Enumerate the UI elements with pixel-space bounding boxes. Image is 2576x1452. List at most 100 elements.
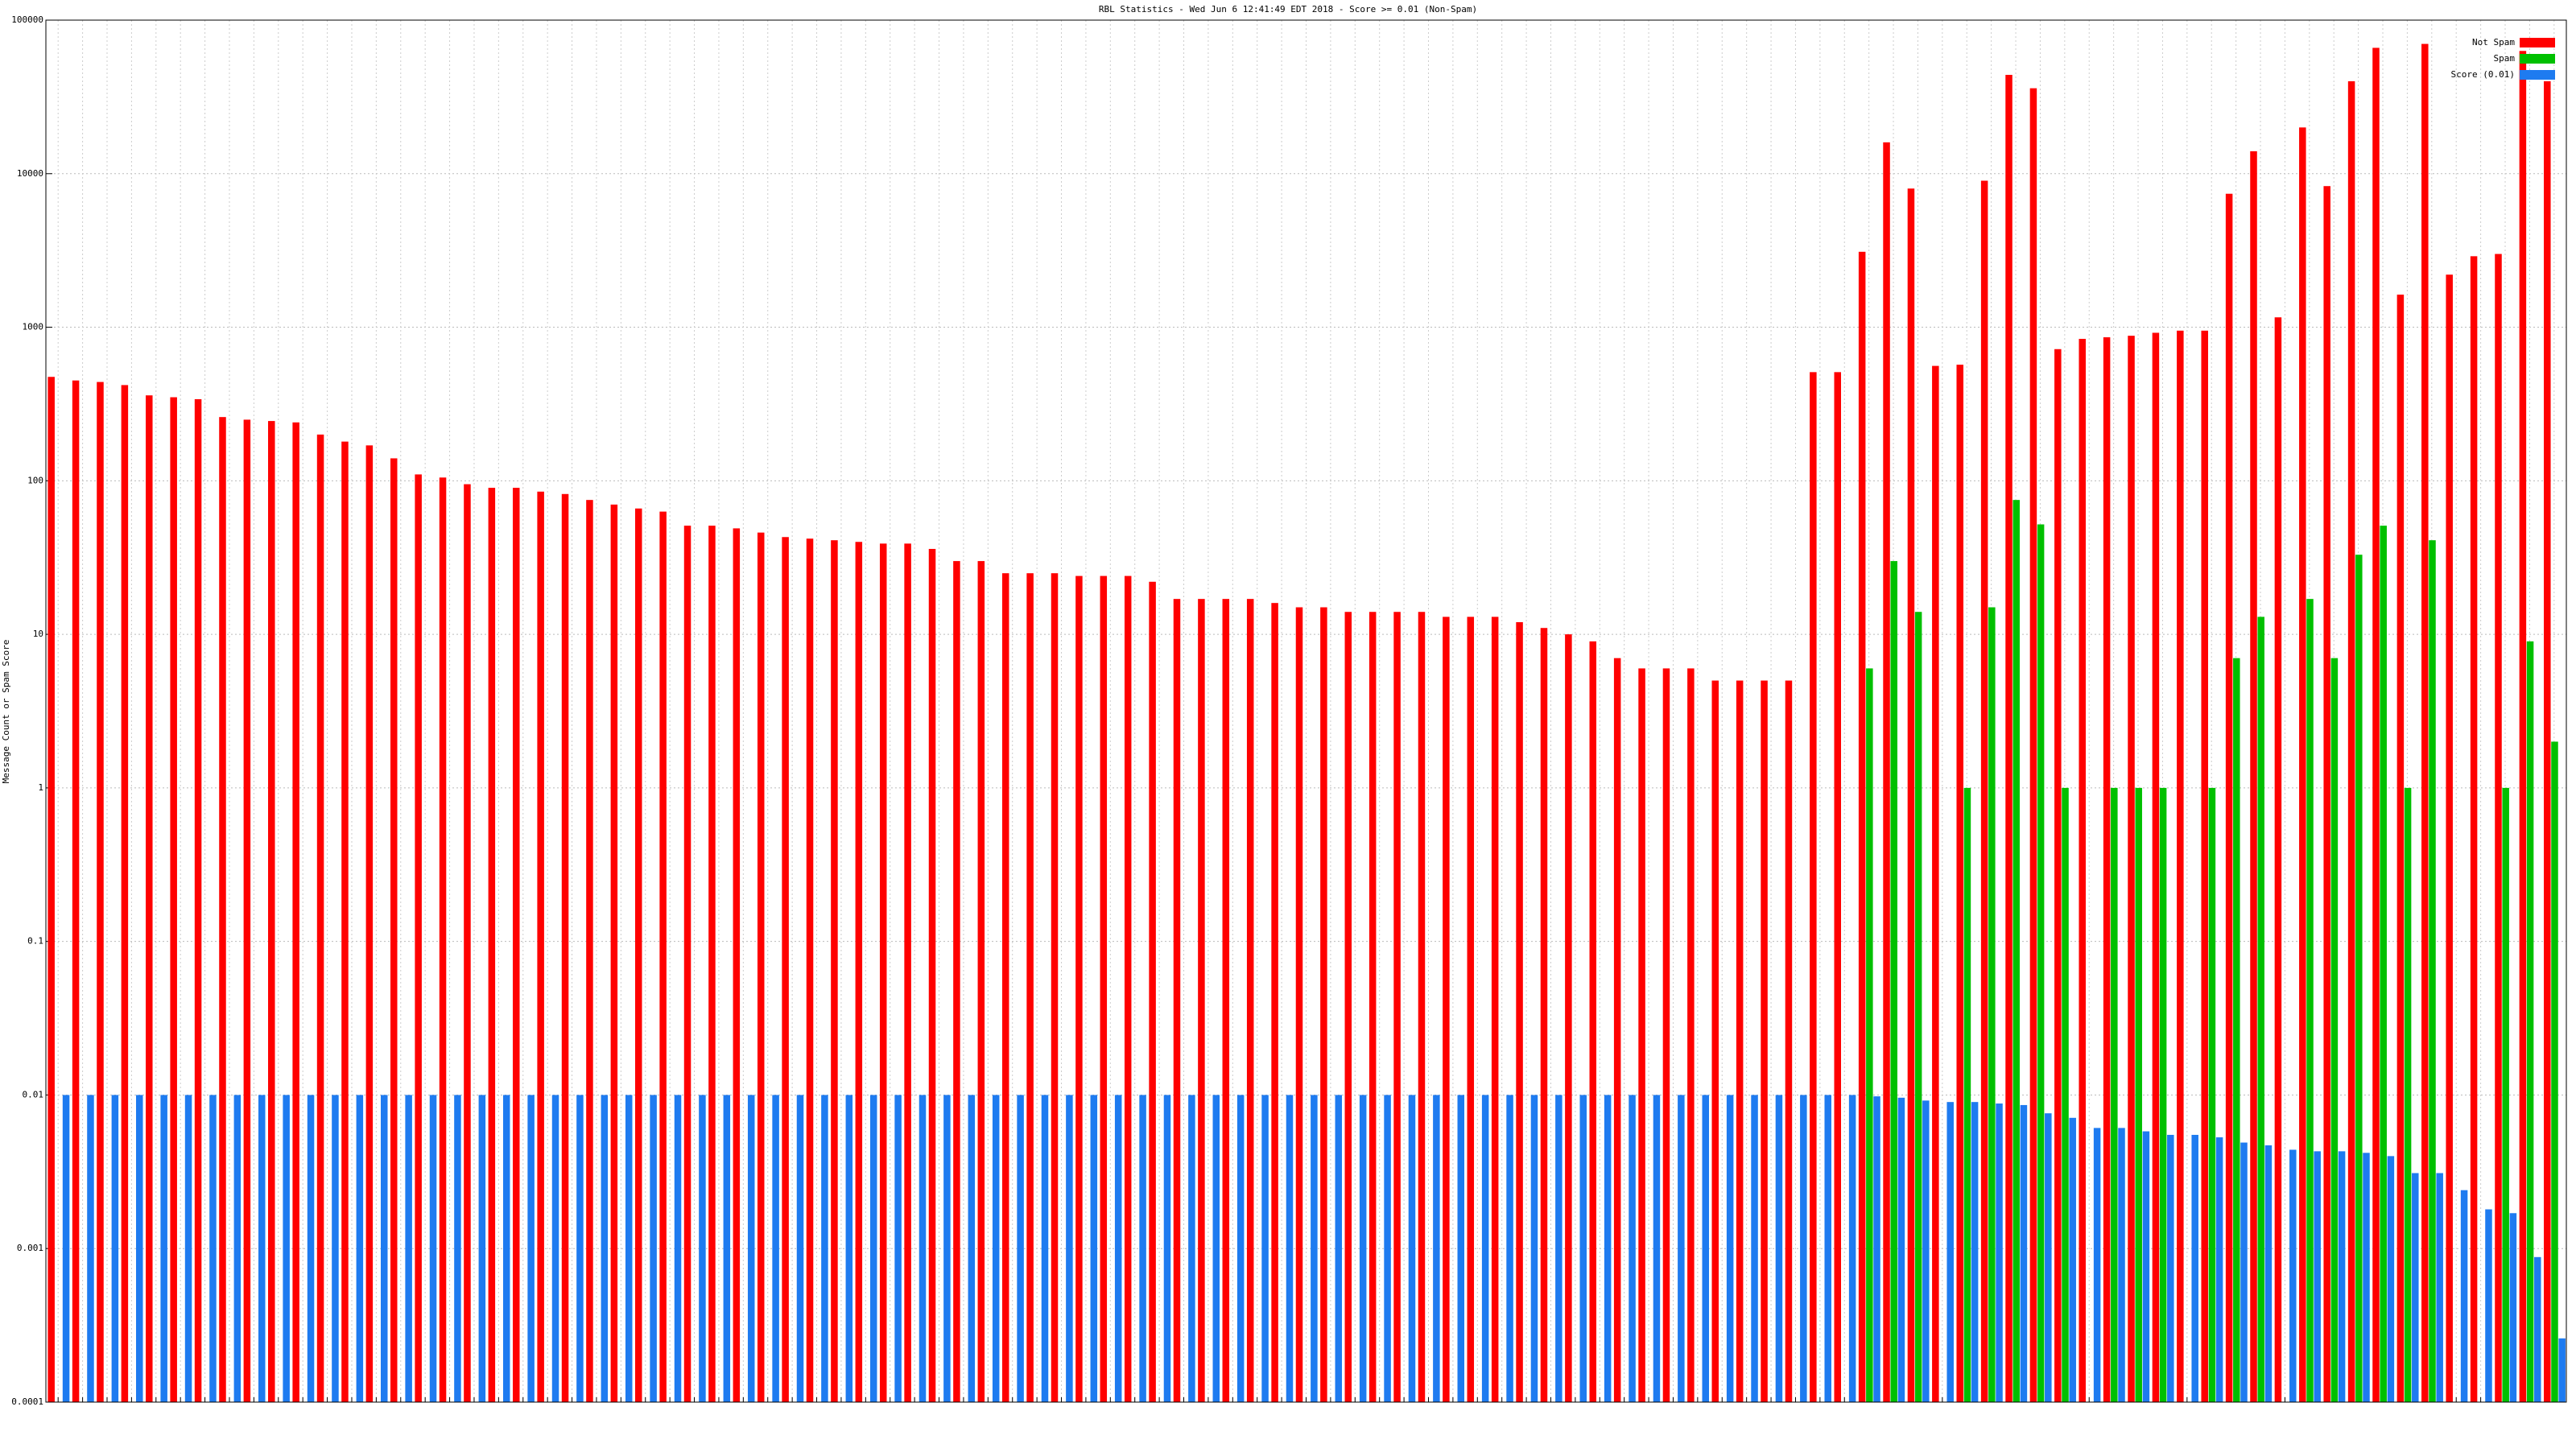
bar (1026, 573, 1034, 1402)
bar (146, 395, 153, 1403)
bar (869, 1095, 877, 1402)
bar (233, 1095, 242, 1402)
bar (160, 1095, 167, 1402)
bar (1506, 1095, 1513, 1402)
bar (806, 538, 814, 1402)
bar (1124, 575, 1132, 1403)
bar (2159, 787, 2167, 1402)
bar (1824, 1095, 1831, 1402)
bar (928, 548, 936, 1402)
bar (2460, 1190, 2468, 1402)
bar (1555, 1095, 1563, 1402)
plot-frame (45, 19, 2567, 1403)
bar (390, 458, 398, 1402)
bar (2093, 1128, 2101, 1402)
bar (723, 1095, 731, 1402)
bar (845, 1095, 853, 1402)
bar (415, 474, 422, 1402)
bar (1467, 617, 1475, 1402)
bar (977, 561, 985, 1403)
bar (2544, 80, 2551, 1403)
bar (2177, 330, 2184, 1402)
bar (1433, 1095, 1440, 1402)
bar (2387, 1156, 2395, 1402)
bar (439, 477, 447, 1402)
bar (1100, 575, 1108, 1403)
y-tick-label: 0.1 (27, 936, 43, 947)
bar (537, 491, 544, 1403)
bar (1726, 1095, 1734, 1402)
bar (1785, 680, 1793, 1402)
bar (2118, 1128, 2125, 1402)
bar (1051, 573, 1059, 1402)
bar (561, 493, 569, 1402)
bar (111, 1095, 119, 1402)
bar (209, 1095, 217, 1402)
bar (1897, 1097, 1905, 1402)
bar (97, 382, 104, 1402)
bar (1980, 180, 1988, 1402)
bar (1481, 1095, 1489, 1402)
bar (1800, 1095, 1807, 1402)
bar (2225, 193, 2233, 1402)
chart-title: RBL Statistics - Wed Jun 6 12:41:49 EDT … (1099, 4, 1477, 14)
bar (2103, 337, 2111, 1403)
y-tick-label: 1000 (23, 322, 44, 332)
bar (2069, 1117, 2076, 1402)
bar (855, 542, 863, 1402)
bar (1579, 1095, 1587, 1402)
bar (454, 1095, 461, 1402)
legend-swatch (2520, 70, 2555, 80)
bar (733, 528, 741, 1402)
bar (2233, 658, 2240, 1402)
bar (1393, 612, 1401, 1402)
bar (2142, 1131, 2150, 1402)
bar (576, 1095, 584, 1402)
bar (757, 532, 765, 1402)
bar (341, 441, 349, 1402)
bar (1457, 1095, 1465, 1402)
y-tick-label: 0.001 (17, 1243, 43, 1253)
bar (2429, 540, 2436, 1402)
y-tick-label: 0.0001 (11, 1396, 43, 1407)
bar (1687, 668, 1695, 1402)
bar (184, 1095, 192, 1402)
legend-swatch (2520, 54, 2555, 64)
bar (2526, 641, 2534, 1402)
bar (1653, 1095, 1661, 1402)
bar (1848, 1095, 1856, 1402)
bar (2421, 43, 2429, 1402)
bar (968, 1095, 976, 1402)
bar (1017, 1095, 1024, 1402)
y-tick-label: 0.01 (23, 1089, 44, 1099)
bar (1751, 1095, 1758, 1402)
bar (87, 1095, 94, 1402)
bar (1736, 680, 1744, 1402)
bar (796, 1095, 804, 1402)
bar (2215, 1137, 2223, 1402)
bar (1001, 573, 1009, 1402)
bar (2128, 336, 2135, 1403)
bar (879, 543, 887, 1402)
bar (283, 1095, 290, 1402)
bar (2013, 500, 2020, 1402)
bar (2495, 254, 2502, 1402)
bar (47, 377, 55, 1402)
y-axis-label: Message Count or Spam Score (1, 640, 11, 784)
bar (1922, 1100, 1930, 1402)
bar (1384, 1095, 1391, 1402)
bar (1320, 607, 1327, 1402)
bar (2436, 1173, 2443, 1402)
bar (1662, 668, 1670, 1402)
bar (2306, 599, 2314, 1402)
bar (2509, 1213, 2517, 1402)
bar (1271, 603, 1278, 1402)
bar (488, 488, 496, 1402)
bar (1236, 1095, 1245, 1402)
bar (2079, 339, 2086, 1403)
bar (1914, 612, 1922, 1402)
bar (1613, 658, 1621, 1402)
bar (2240, 1142, 2248, 1402)
bar (2250, 151, 2257, 1403)
bar (1222, 599, 1230, 1402)
